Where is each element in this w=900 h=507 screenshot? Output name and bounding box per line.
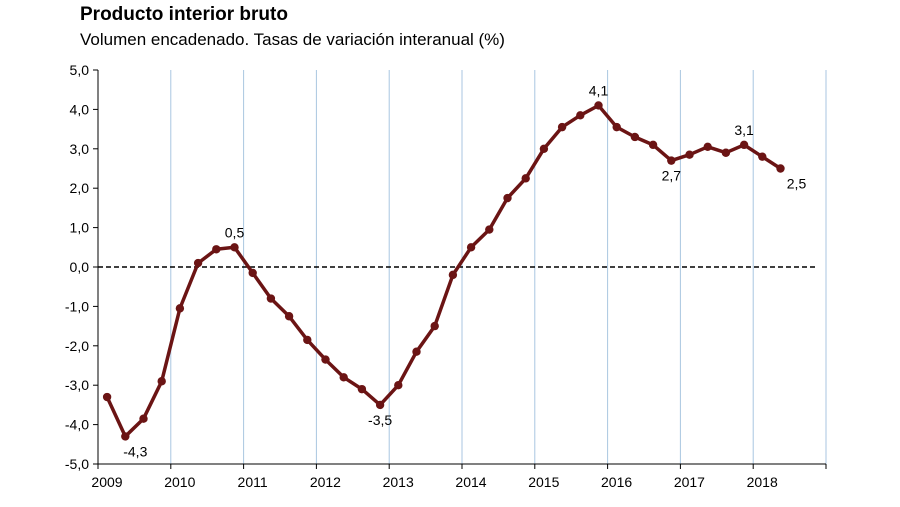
data-point: [776, 164, 785, 173]
data-point: [157, 377, 166, 386]
chart-title: Producto interior bruto: [80, 4, 288, 25]
x-tick-label: 2012: [310, 474, 341, 490]
y-tick-label: 3,0: [70, 141, 90, 157]
x-tick-label: 2011: [238, 474, 268, 490]
data-point: [739, 140, 749, 150]
y-tick-label: -4,0: [65, 417, 89, 433]
data-label: 2,5: [787, 176, 807, 192]
data-point: [375, 400, 385, 410]
data-point: [248, 268, 257, 278]
data-labels: -4,3 0,5 -3,5 4,1 2,7 3,1 2,5: [123, 82, 806, 459]
data-point: [630, 132, 640, 142]
data-point: [503, 193, 512, 203]
data-point: [212, 245, 221, 254]
y-tick-label: -2,0: [65, 338, 89, 354]
data-point: [758, 152, 767, 161]
data-point: [721, 148, 731, 157]
data-label: 2,7: [662, 168, 682, 184]
data-point: [175, 304, 185, 313]
x-tick-label: 2014: [455, 474, 486, 490]
data-point: [576, 111, 585, 120]
x-tick-label: 2009: [91, 474, 122, 490]
x-tick-label: 2018: [747, 474, 778, 490]
data-point: [667, 156, 676, 165]
data-point: [193, 258, 203, 268]
data-point: [139, 414, 148, 423]
grid-lines: [170, 70, 827, 464]
data-point: [448, 270, 458, 280]
y-tick-label: -5,0: [65, 456, 89, 472]
x-tick-label: 2017: [674, 474, 705, 490]
data-point: [303, 335, 312, 345]
y-tick-label: 0,0: [70, 259, 90, 275]
y-tick-label: 4,0: [70, 101, 90, 117]
data-point: [339, 373, 348, 382]
series-polyline: [105, 103, 782, 439]
data-point: [703, 142, 712, 152]
y-axis-ticks: 5,0 4,0 3,0 2,0 1,0 0,0 -1,0 -2,0 -3,0 -4,0 -5,0: [65, 62, 98, 472]
x-tick-label: 2015: [528, 474, 559, 490]
y-tick-label: 1,0: [70, 220, 90, 236]
data-point: [394, 381, 403, 390]
data-point: [612, 122, 621, 132]
y-tick-label: 5,0: [70, 62, 90, 78]
x-axis-ticks: 2009 2010 2011 2012 2013 2014 2015 2016 2017 2018: [91, 464, 827, 490]
data-point: [412, 347, 421, 356]
data-label: 0,5: [225, 224, 245, 240]
y-tick-label: -1,0: [65, 298, 89, 314]
y-tick-label: -3,0: [65, 377, 89, 393]
data-point: [430, 321, 439, 331]
data-point: [121, 432, 130, 441]
data-label: -4,3: [123, 443, 147, 459]
data-point: [685, 150, 694, 159]
data-label: 3,1: [734, 122, 754, 138]
data-point: [266, 294, 276, 303]
data-point: [485, 225, 494, 234]
data-point: [594, 101, 603, 110]
data-point: [284, 312, 294, 321]
data-point: [321, 355, 330, 364]
data-point: [230, 243, 239, 252]
data-point: [539, 144, 549, 153]
data-point: [357, 384, 367, 394]
series-line: [105, 103, 782, 439]
data-point: [648, 140, 658, 150]
data-points: [102, 101, 785, 441]
data-point: [521, 174, 530, 183]
data-point: [466, 243, 476, 252]
chart-subtitle: Volumen encadenado. Tasas de variación i…: [80, 30, 505, 49]
data-label: -3,5: [368, 412, 392, 428]
data-label: 4,1: [589, 82, 609, 98]
data-point: [102, 392, 112, 402]
x-tick-label: 2016: [601, 474, 632, 490]
data-point: [557, 122, 567, 132]
y-tick-label: 2,0: [70, 180, 90, 196]
x-tick-label: 2013: [383, 474, 414, 490]
x-tick-label: 2010: [164, 474, 195, 490]
